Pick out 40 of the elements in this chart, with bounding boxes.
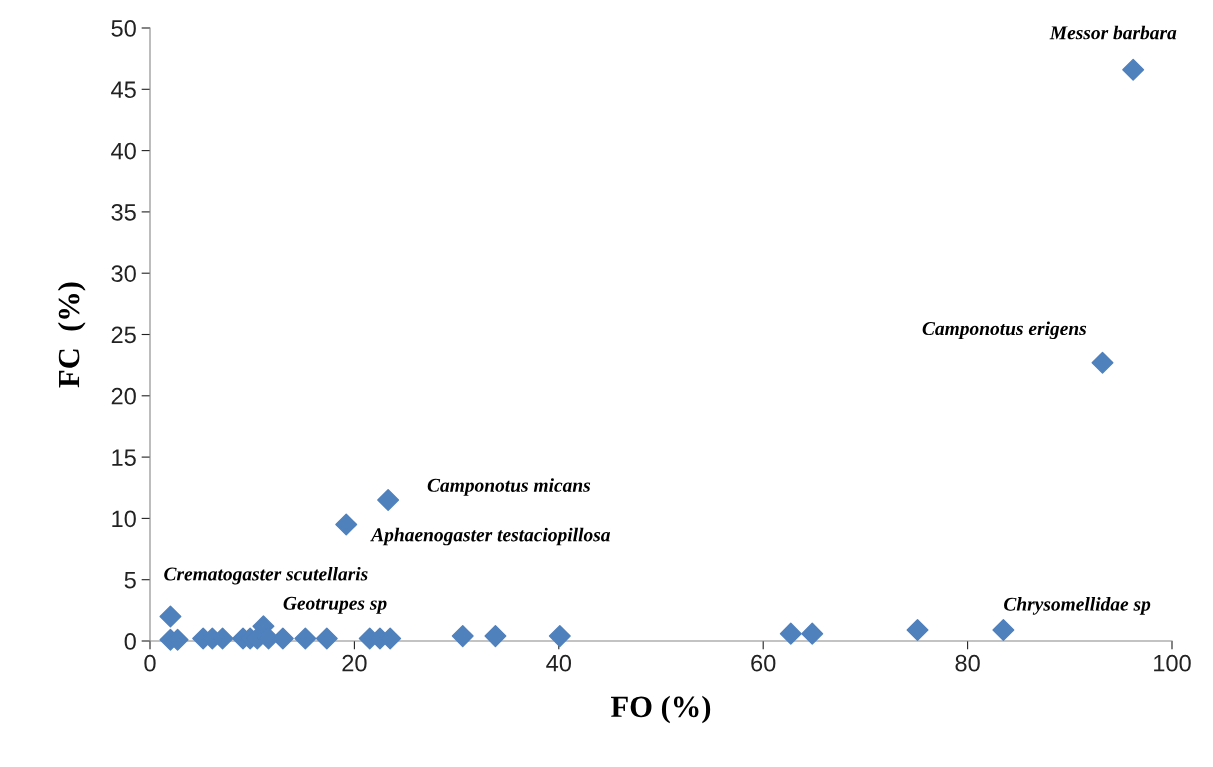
y-tick-label: 50	[111, 20, 136, 37]
x-tick-label: 60	[751, 654, 776, 672]
y-tick-label: 35	[111, 203, 136, 221]
point	[484, 625, 507, 648]
annotation: Camponotus micans	[427, 478, 591, 496]
annotation: Camponotus erigens	[922, 321, 1087, 340]
annotation: Messor barbara	[1049, 25, 1177, 40]
x-tick-label: 0	[144, 654, 156, 672]
point	[315, 627, 338, 650]
point	[1122, 58, 1145, 81]
x-axis-title: FO (%)	[611, 695, 711, 724]
point	[548, 625, 571, 648]
x-tick-label: 80	[955, 654, 980, 672]
point	[335, 513, 358, 536]
y-tick-label: 15	[112, 449, 136, 466]
y-tick-label: 25	[111, 326, 136, 344]
y-axis-title: FC (%)	[57, 282, 86, 388]
y-tick-label: 5	[124, 572, 136, 589]
annotation: Crematogaster scutellaris	[164, 566, 368, 585]
annotation: Chrysomellidae sp	[1004, 597, 1151, 615]
x-tick-label: 100	[1154, 654, 1191, 672]
y-tick-label: 10	[112, 510, 136, 528]
y-tick-label: 30	[111, 265, 136, 282]
y-tick-label: 40	[111, 142, 136, 160]
x-tick-label: 20	[342, 654, 367, 672]
y-tick-label: 0	[124, 633, 136, 650]
point	[801, 622, 824, 645]
point	[377, 489, 400, 512]
point	[906, 618, 929, 641]
point	[451, 625, 474, 648]
annotation: Aphaenogaster testaciopillosa	[370, 527, 611, 546]
point	[992, 618, 1015, 641]
x-tick-label: 40	[546, 654, 572, 672]
point	[779, 622, 802, 645]
y-tick-label: 20	[111, 387, 136, 405]
point	[1091, 351, 1114, 374]
point	[294, 627, 317, 650]
annotation: Geotrupes sp	[283, 596, 387, 614]
y-tick-label: 45	[111, 81, 136, 99]
point	[159, 605, 182, 628]
